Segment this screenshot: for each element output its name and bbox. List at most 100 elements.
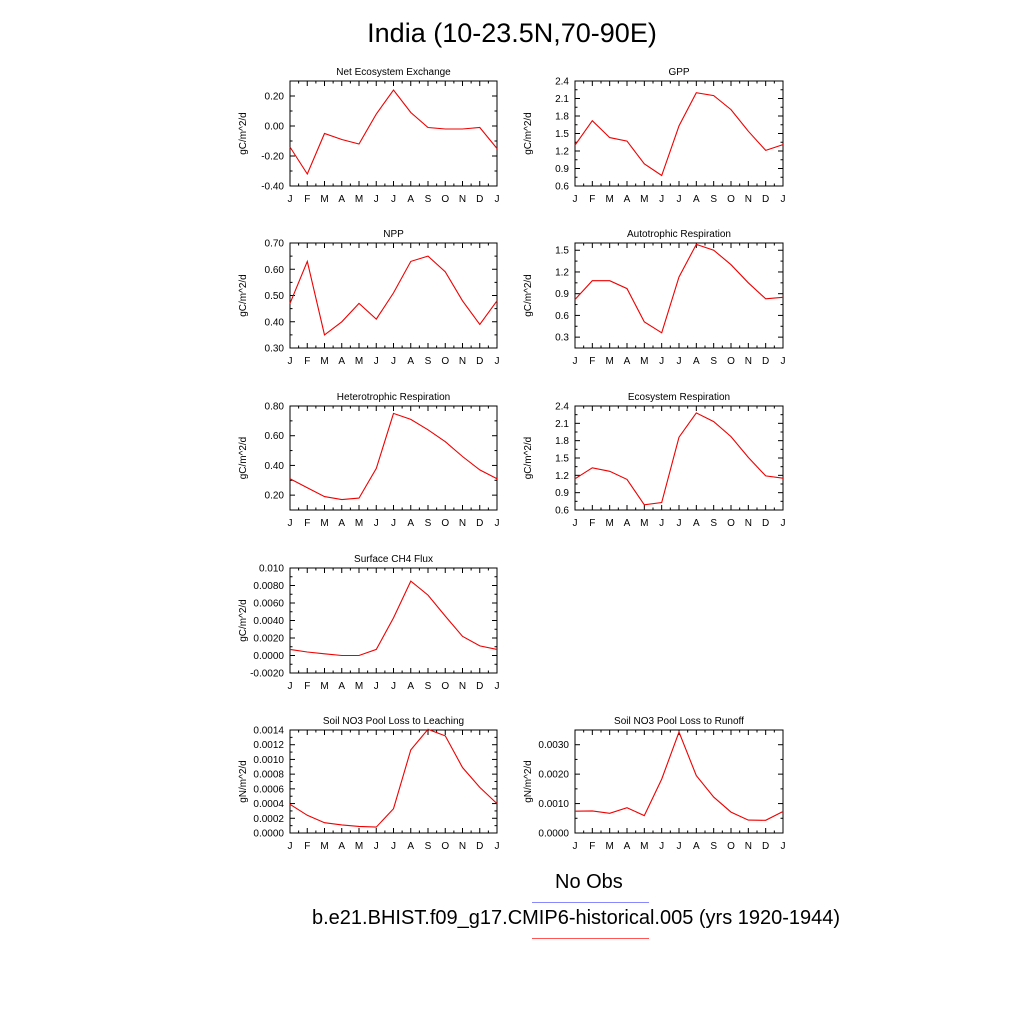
x-tick-label: A — [407, 518, 414, 529]
chart-title: NPP — [383, 229, 404, 240]
plot-frame — [289, 567, 498, 674]
y-tick-label: 1.2 — [555, 267, 569, 278]
x-tick-label: N — [459, 841, 466, 852]
x-tick-label: A — [624, 194, 631, 205]
y-tick-label: 0.0010 — [253, 755, 284, 766]
x-tick-label: J — [288, 518, 293, 529]
y-tick-label: 0.6 — [555, 311, 569, 322]
x-tick-label: M — [605, 841, 613, 852]
chart-title: Soil NO3 Pool Loss to Leaching — [323, 716, 464, 727]
series-line — [574, 412, 784, 506]
series-line — [289, 89, 498, 176]
x-tick-label: O — [441, 841, 449, 852]
y-tick-label: 0.0004 — [253, 799, 284, 810]
plot-frame — [289, 729, 498, 834]
x-tick-label: J — [495, 841, 500, 852]
x-tick-label: S — [425, 681, 432, 692]
x-tick-label: J — [781, 841, 786, 852]
y-tick-label: 0.9 — [555, 488, 569, 499]
series-line — [574, 92, 784, 177]
y-tick-label: 2.4 — [555, 77, 569, 88]
x-tick-label: M — [355, 841, 363, 852]
chart-title: GPP — [668, 67, 689, 78]
x-tick-label: J — [391, 356, 396, 367]
x-tick-label: J — [677, 194, 682, 205]
x-tick-label: A — [338, 518, 345, 529]
y-tick-label: 0.0030 — [538, 740, 569, 751]
x-tick-label: J — [374, 194, 379, 205]
y-tick-label: 0.0006 — [253, 784, 284, 795]
x-tick-label: F — [589, 194, 595, 205]
chart-title: Heterotrophic Respiration — [337, 392, 450, 403]
y-tick-label: 1.5 — [555, 454, 569, 465]
x-tick-label: O — [727, 356, 735, 367]
x-tick-label: M — [320, 841, 328, 852]
x-tick-label: J — [495, 681, 500, 692]
y-tick-label: 0.0040 — [253, 616, 284, 627]
chart-title: Autotrophic Respiration — [627, 229, 731, 240]
x-tick-label: O — [441, 518, 449, 529]
x-tick-label: J — [495, 194, 500, 205]
x-tick-label: J — [659, 356, 664, 367]
figure-title: India (10-23.5N,70-90E) — [367, 18, 657, 48]
x-tick-label: N — [459, 356, 466, 367]
x-tick-label: J — [374, 356, 379, 367]
x-tick-label: A — [693, 518, 700, 529]
x-tick-label: S — [425, 518, 432, 529]
series-line — [289, 580, 498, 657]
x-tick-label: O — [441, 681, 449, 692]
y-axis-label: gC/m^2/d — [238, 599, 249, 642]
x-tick-label: J — [288, 841, 293, 852]
y-tick-label: 0.010 — [259, 564, 284, 575]
x-tick-label: J — [659, 194, 664, 205]
x-tick-label: A — [693, 194, 700, 205]
y-tick-label: 1.8 — [555, 112, 569, 123]
x-tick-label: A — [407, 194, 414, 205]
y-tick-label: 0.60 — [265, 431, 285, 442]
series-line — [574, 730, 784, 821]
x-tick-label: M — [320, 356, 328, 367]
x-tick-label: J — [288, 681, 293, 692]
x-tick-label: F — [589, 518, 595, 529]
x-tick-label: A — [693, 841, 700, 852]
x-tick-label: D — [762, 356, 769, 367]
y-tick-label: 1.8 — [555, 436, 569, 447]
x-tick-label: J — [677, 356, 682, 367]
y-tick-label: 0.0000 — [253, 651, 284, 662]
x-tick-label: N — [745, 518, 752, 529]
chart-title: Net Ecosystem Exchange — [336, 67, 451, 78]
x-tick-label: J — [374, 841, 379, 852]
x-tick-label: A — [624, 841, 631, 852]
series-line — [289, 728, 498, 828]
y-tick-label: -0.20 — [261, 152, 284, 163]
x-tick-label: S — [425, 194, 432, 205]
y-tick-label: 1.2 — [555, 471, 569, 482]
x-tick-label: F — [304, 194, 310, 205]
x-tick-label: M — [320, 194, 328, 205]
x-tick-label: M — [605, 356, 613, 367]
x-tick-label: N — [459, 194, 466, 205]
legend-label-obs: No Obs — [555, 871, 623, 893]
y-tick-label: 0.0010 — [538, 799, 569, 810]
x-tick-label: O — [441, 194, 449, 205]
x-tick-label: J — [781, 356, 786, 367]
x-tick-label: F — [589, 356, 595, 367]
y-tick-label: -0.40 — [261, 182, 284, 193]
x-tick-label: A — [693, 356, 700, 367]
x-tick-label: S — [710, 518, 717, 529]
y-tick-label: 0.30 — [265, 344, 285, 355]
y-tick-label: 2.1 — [555, 419, 569, 430]
x-tick-label: M — [320, 518, 328, 529]
plot-frame — [574, 729, 784, 834]
x-tick-label: A — [338, 681, 345, 692]
x-tick-label: F — [304, 518, 310, 529]
y-axis-label: gC/m^2/d — [238, 437, 249, 480]
x-tick-label: N — [745, 841, 752, 852]
chart-title: Soil NO3 Pool Loss to Runoff — [614, 716, 744, 727]
x-tick-label: S — [425, 841, 432, 852]
x-tick-label: M — [640, 194, 648, 205]
